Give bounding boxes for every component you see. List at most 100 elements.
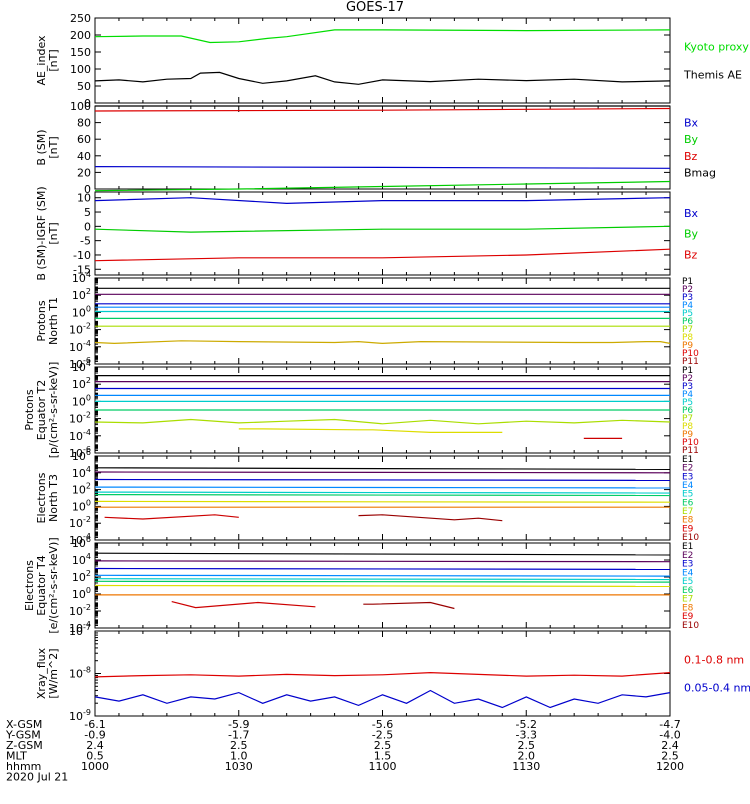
- legend-entry: E3: [682, 472, 693, 482]
- y-tick-label: 104: [72, 465, 91, 480]
- legend-entry: P5: [682, 309, 693, 319]
- legend-entry: E5: [682, 490, 693, 500]
- series-p8: [238, 428, 503, 433]
- legend-entry: E1: [682, 455, 693, 465]
- series-e5: [94, 578, 671, 581]
- ephemeris-value: 2.5: [374, 739, 392, 752]
- series-e10: [358, 514, 503, 522]
- ephemeris-row-label: MLT: [6, 750, 27, 763]
- y-axis-label: B (SM)-IGRF (SM): [35, 186, 48, 280]
- y-axis-label: [p/(cm²-s-sr-keV)]: [47, 362, 60, 459]
- legend-entry: E10: [682, 621, 699, 631]
- legend-entry: Bx: [684, 207, 699, 220]
- y-tick-label: 20: [77, 166, 91, 179]
- legend-entry: By: [684, 133, 699, 146]
- y-tick-label: 0: [84, 220, 91, 233]
- y-tick-label: 150: [70, 46, 91, 59]
- series-e5: [94, 491, 671, 494]
- y-tick-label: 100: [72, 498, 91, 513]
- legend-entry: By: [684, 228, 699, 241]
- y-tick-label: 10-2: [69, 411, 91, 426]
- panel-1: 0 50 100 150 200 250 AE_index[nT] Kyoto proxy A…: [35, 12, 750, 110]
- legend-entry: Bz: [684, 150, 698, 163]
- y-tick-label: 100: [70, 63, 91, 76]
- legend-entry: E3: [682, 560, 693, 570]
- legend-entry: P5: [682, 398, 693, 408]
- ephemeris-value: 2.5: [518, 739, 536, 752]
- series-e2: [94, 471, 671, 474]
- y-tick-label: 100: [72, 586, 91, 601]
- series-e4: [94, 486, 671, 489]
- y-tick-label: 80: [77, 117, 91, 130]
- legend-entry: E6: [682, 586, 694, 596]
- series-bz: [94, 107, 671, 112]
- panel-frame: [94, 630, 671, 717]
- y-tick-label: 10-7: [69, 623, 91, 638]
- legend-entry: P10: [682, 438, 699, 448]
- legend-entry: Bmag: [684, 166, 716, 179]
- ephemeris-row-label: hhmm: [6, 760, 41, 773]
- ephemeris-value: 2.0: [518, 750, 536, 763]
- y-tick-label: 106: [72, 535, 91, 550]
- y-tick-label: 10-2: [69, 322, 91, 337]
- legend-entry: P8: [682, 422, 693, 432]
- legend-entry: P4: [682, 390, 693, 400]
- ephemeris-value: 1100: [369, 760, 397, 773]
- y-tick-label: 102: [72, 287, 91, 302]
- series-kyoto-proxy-ae: [94, 29, 671, 44]
- y-tick-label: 40: [77, 150, 91, 163]
- ephemeris-value: 1130: [512, 760, 540, 773]
- legend-entry: P6: [682, 406, 693, 416]
- y-tick-label: 100: [72, 304, 91, 319]
- y-axis-label: Protons: [35, 300, 48, 341]
- ephemeris-value: -4.0: [659, 729, 680, 742]
- legend-entry: E1: [682, 542, 693, 552]
- y-tick-label: -10: [73, 249, 91, 262]
- date-label: 2020 Jul 21: [6, 771, 68, 784]
- series-p8: [94, 340, 671, 345]
- legend-entry: Kyoto proxy AE: [684, 40, 750, 53]
- ephemeris-value: 1.0: [230, 750, 248, 763]
- ephemeris-value: 1030: [225, 760, 253, 773]
- legend-entry: E6: [682, 498, 694, 508]
- series-e1: [94, 552, 671, 556]
- series-0-05-0-4-nm: [94, 689, 671, 709]
- series-e7: [94, 500, 671, 503]
- series-e9: [171, 601, 316, 609]
- legend-entry: P11: [682, 357, 699, 367]
- y-tick-label: 100: [72, 393, 91, 408]
- y-tick-label: 60: [77, 133, 91, 146]
- ephemeris-value: -1.7: [228, 729, 249, 742]
- legend-entry: E2: [682, 551, 693, 561]
- ephemeris-value: 1200: [656, 760, 684, 773]
- series-e6: [94, 580, 671, 583]
- y-tick-label: 106: [72, 448, 91, 463]
- legend-entry: Themis AE: [683, 69, 742, 82]
- series-e3: [94, 567, 671, 571]
- legend-entry: P9: [682, 430, 693, 440]
- series-e7: [94, 584, 671, 588]
- y-axis-label: Protons: [23, 389, 36, 430]
- legend-entry: E8: [682, 516, 694, 526]
- y-axis-label: B (SM): [35, 129, 48, 165]
- y-tick-label: 50: [77, 80, 91, 93]
- y-axis-label: North T3: [47, 474, 60, 522]
- legend-entry: P3: [682, 293, 693, 303]
- series-e4: [94, 574, 671, 577]
- ephemeris-value: 2.4: [86, 739, 104, 752]
- legend-entry: P8: [682, 333, 693, 343]
- y-axis-label: Xray_flux: [35, 647, 48, 699]
- y-axis-label: Equator T4: [35, 555, 48, 615]
- y-tick-label: 200: [70, 29, 91, 42]
- legend-entry: P6: [682, 317, 693, 327]
- panel-frame: [94, 191, 671, 276]
- ephemeris-value: -5.2: [516, 718, 537, 731]
- ephemeris-value: -3.3: [516, 729, 537, 742]
- ephemeris-row-label: Y-GSM: [5, 729, 41, 742]
